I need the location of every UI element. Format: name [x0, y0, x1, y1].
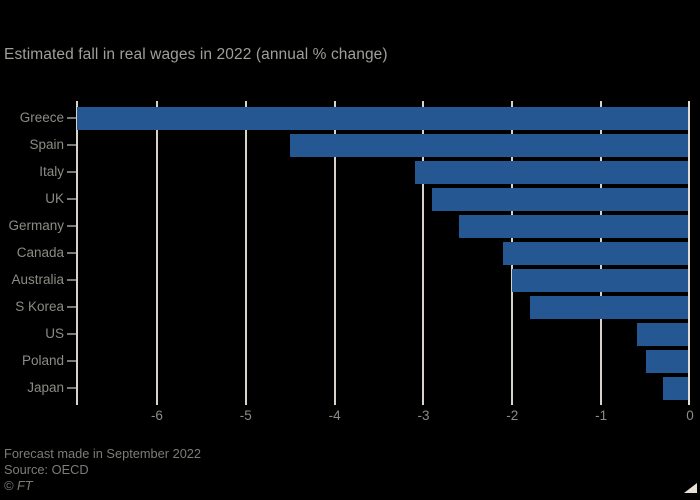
bar-poland	[645, 349, 690, 373]
category-tick	[67, 333, 77, 336]
bar-italy	[414, 160, 690, 184]
x-tick-label: -1	[595, 408, 608, 423]
x-tick-label: 0	[686, 408, 694, 423]
category-tick	[67, 198, 77, 201]
category-label: Japan	[27, 380, 64, 396]
plot-area	[76, 101, 690, 405]
footnote: Forecast made in September 2022	[4, 446, 202, 461]
zero-gridline	[688, 101, 690, 405]
category-label: Poland	[21, 353, 64, 369]
bar-japan	[663, 376, 690, 400]
category-tick	[67, 252, 77, 255]
category-label: S Korea	[15, 299, 64, 315]
category-tick	[67, 306, 77, 309]
ft-credit: © FT	[4, 478, 33, 493]
category-tick	[67, 117, 77, 120]
category-tick	[67, 144, 77, 147]
source-line: Source: OECD	[4, 462, 89, 477]
gridline	[244, 101, 247, 405]
chart-title: Estimated fall in real wages in 2022 (an…	[4, 46, 388, 63]
category-label: Greece	[19, 110, 64, 126]
x-tick-label: -3	[417, 408, 430, 423]
bar-us	[636, 322, 690, 346]
category-label: UK	[45, 191, 64, 207]
gridline	[422, 101, 425, 405]
bar-spain	[290, 133, 690, 157]
x-tick-label: -6	[150, 408, 163, 423]
category-label: Canada	[16, 245, 64, 261]
bar-s-korea	[530, 295, 690, 319]
category-label: Germany	[8, 218, 64, 234]
bar-australia	[512, 268, 690, 292]
bar-uk	[432, 187, 690, 211]
category-label: Spain	[29, 137, 64, 153]
category-label: Italy	[39, 164, 64, 180]
chart-footer: Forecast made in September 2022 Source: …	[4, 446, 201, 494]
x-tick-label: -2	[506, 408, 519, 423]
gridline	[155, 101, 158, 405]
bar-greece	[77, 106, 690, 130]
gridline	[333, 101, 336, 405]
category-tick	[67, 387, 77, 390]
bar-canada	[503, 241, 690, 265]
category-tick	[67, 360, 77, 363]
category-label: Australia	[11, 272, 64, 288]
category-tick	[67, 171, 77, 174]
bar-germany	[459, 214, 690, 238]
category-tick	[67, 279, 77, 282]
x-tick-label: -4	[328, 408, 341, 423]
category-tick	[67, 225, 77, 228]
x-tick-label: -5	[239, 408, 252, 423]
category-label: US	[45, 326, 64, 342]
corner-triangle-icon	[684, 483, 697, 493]
gridline	[76, 101, 78, 405]
